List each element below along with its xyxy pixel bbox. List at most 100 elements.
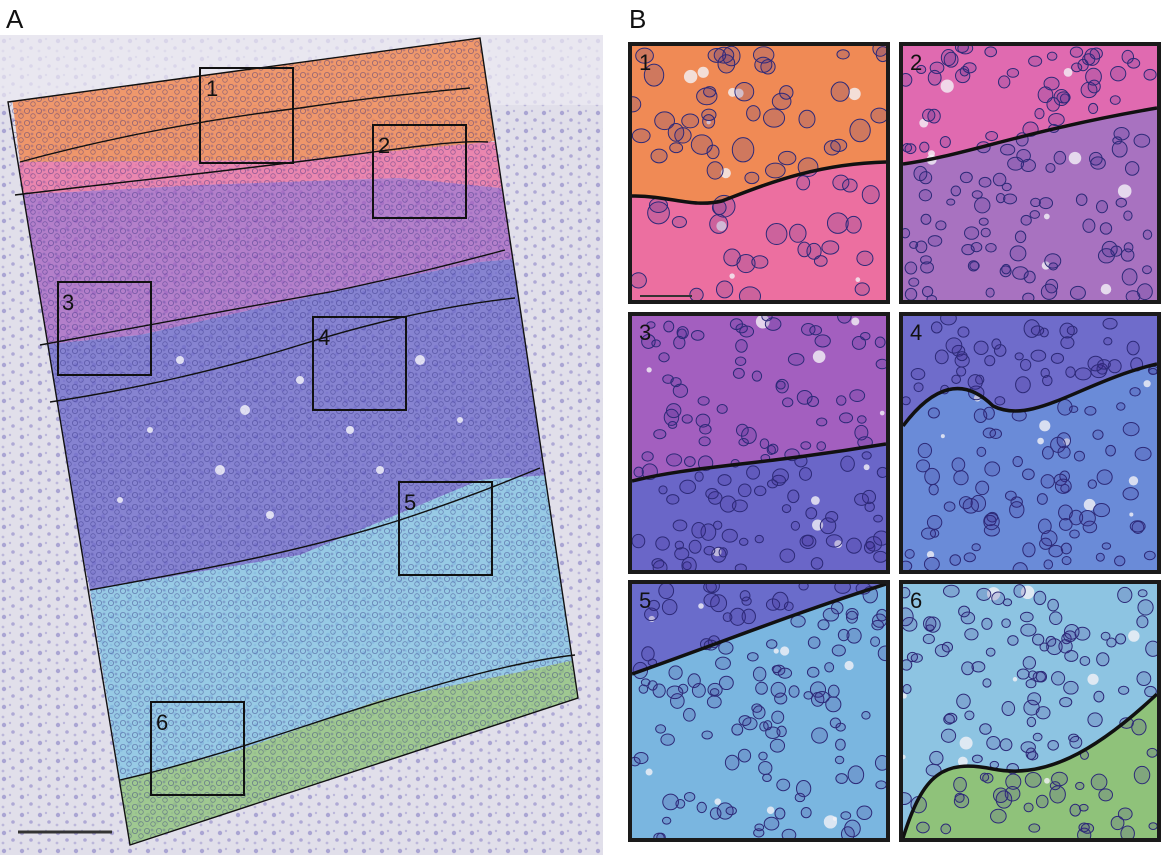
cell-outline	[807, 636, 821, 649]
region-box-6-label: 6	[156, 710, 168, 735]
cell-outline	[1101, 240, 1118, 258]
cell-outline	[1023, 802, 1034, 813]
cell-outline	[805, 507, 818, 520]
cell-outline	[1001, 263, 1011, 275]
cell-outline	[839, 412, 854, 424]
cell-outline	[638, 684, 649, 694]
cell-outline	[903, 142, 913, 153]
cell-outline	[673, 335, 686, 350]
cell-outline	[754, 534, 764, 544]
cell-outline	[953, 793, 970, 809]
cell-outline	[782, 397, 794, 408]
cell-outline	[774, 807, 786, 820]
cell-outline	[1096, 469, 1113, 485]
cell-outline	[729, 318, 744, 331]
cell-outline	[831, 644, 846, 657]
cell-outline	[719, 495, 737, 513]
cell-outline	[960, 611, 976, 625]
cell-outline	[806, 666, 820, 678]
cell-outline	[735, 423, 749, 437]
cell-outline	[703, 584, 717, 593]
cell-outline	[1137, 589, 1148, 598]
cell-outline	[640, 678, 651, 687]
cell-outline	[1001, 618, 1011, 628]
cell-outline	[734, 81, 755, 102]
cell-outline	[1124, 161, 1140, 176]
cell-outline	[1033, 590, 1047, 606]
zoom-tile-4: 4	[899, 312, 1161, 574]
cell-outline	[635, 47, 654, 64]
region-box-2	[372, 124, 467, 219]
cell-outline	[724, 754, 740, 771]
cell-outline	[1122, 487, 1139, 501]
cell-outline	[753, 828, 765, 838]
cell-outline	[1001, 182, 1012, 192]
region-box-1	[199, 67, 294, 164]
cell-outline	[913, 165, 928, 182]
cell-outline	[697, 396, 710, 406]
cell-outline	[816, 417, 828, 427]
cell-outline	[962, 62, 977, 74]
cell-outline	[854, 492, 869, 506]
cell-outline	[856, 415, 867, 424]
cell-outline	[776, 778, 791, 792]
cell-outline	[849, 118, 871, 143]
cell-outline	[646, 321, 656, 329]
cell-outline	[827, 684, 840, 698]
cell-outline	[766, 479, 779, 489]
cell-outline	[934, 644, 950, 658]
cell-outline	[666, 494, 680, 505]
cell-outline	[737, 748, 752, 763]
cell-outline	[682, 707, 696, 722]
cell-outline	[1090, 773, 1108, 791]
zoom-tile-4-label: 4	[910, 320, 923, 345]
cell-outline	[990, 808, 1007, 824]
cell-outline	[1121, 49, 1135, 64]
cell-outline	[979, 772, 990, 782]
cell-outline	[1041, 446, 1054, 460]
cell-outline	[689, 287, 704, 300]
cell-outline	[1087, 712, 1103, 728]
region-boxes	[57, 67, 493, 796]
cell-outline	[861, 185, 880, 205]
region-box-4-label: 4	[318, 325, 330, 350]
cell-outline	[821, 240, 840, 255]
cell-outline	[1111, 140, 1128, 158]
cell-outline	[1020, 741, 1036, 754]
cell-outline	[849, 389, 866, 402]
cell-outline	[995, 193, 1006, 204]
cell-outline	[1042, 374, 1053, 387]
cell-outline	[991, 591, 1006, 606]
cell-outline	[1009, 245, 1027, 262]
cell-outline	[826, 212, 849, 234]
cell-outline	[683, 791, 696, 802]
cell-outline	[1115, 197, 1127, 208]
cell-outline	[1024, 772, 1042, 788]
cell-outline	[964, 628, 979, 641]
cell-outline	[910, 653, 923, 663]
cell-outline	[1071, 62, 1083, 73]
cell-outline	[738, 286, 762, 300]
cell-outline	[811, 727, 828, 744]
cell-outline	[918, 189, 933, 202]
cell-outline	[709, 688, 720, 696]
cell-outline	[872, 46, 886, 57]
cell-outline	[1060, 336, 1075, 350]
cell-outline	[658, 352, 670, 363]
cell-outline	[731, 137, 755, 163]
cell-outline	[781, 504, 792, 514]
cell-outline	[713, 520, 723, 530]
cell-outline	[763, 720, 773, 731]
cell-outline	[916, 459, 931, 473]
cell-outline	[961, 661, 974, 676]
cell-outline	[959, 171, 973, 184]
cell-outline	[1102, 317, 1118, 330]
cell-outline	[755, 681, 768, 695]
cell-outline	[1020, 214, 1032, 226]
cell-outline	[706, 144, 720, 160]
cell-outline	[847, 765, 865, 785]
cell-outline	[1079, 655, 1091, 666]
cell-outline	[910, 367, 926, 381]
cell-outline	[904, 261, 918, 275]
cell-outline	[758, 761, 773, 776]
